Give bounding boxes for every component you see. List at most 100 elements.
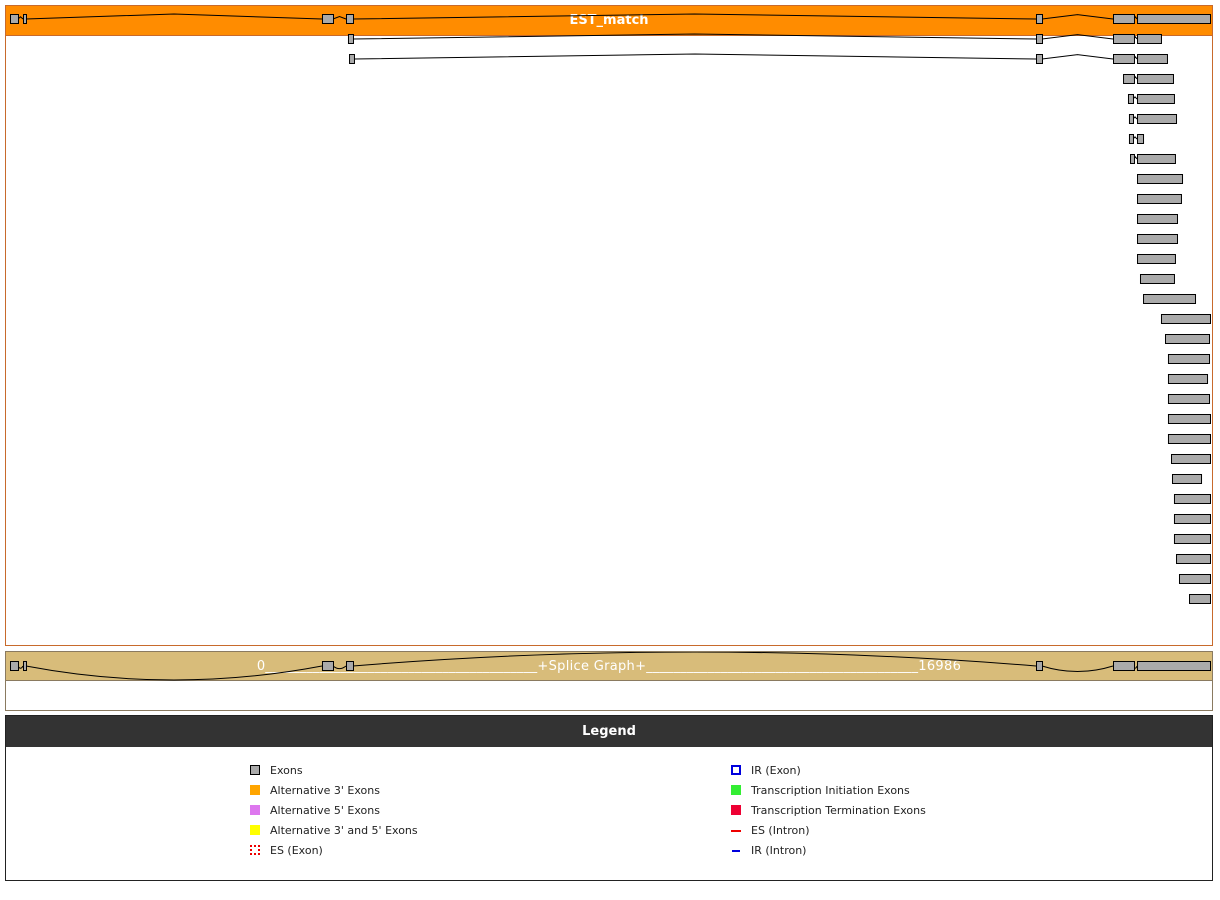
intron-line bbox=[1041, 14, 1114, 20]
legend-label: IR (Exon) bbox=[751, 764, 801, 777]
est-track bbox=[1143, 294, 1197, 304]
legend-label: Exons bbox=[270, 764, 303, 777]
exon bbox=[1171, 454, 1211, 464]
est-track bbox=[1137, 234, 1179, 244]
exon bbox=[1137, 234, 1179, 244]
exon bbox=[1113, 34, 1135, 44]
est-track bbox=[1137, 254, 1176, 264]
exon bbox=[1035, 14, 1044, 24]
est-track bbox=[1130, 154, 1176, 164]
legend-header: Legend bbox=[6, 716, 1212, 747]
est-track bbox=[349, 53, 1168, 64]
intron-line bbox=[332, 16, 347, 20]
exon bbox=[1137, 194, 1182, 204]
splice-junction-arc bbox=[352, 652, 1037, 667]
legend-label: ES (Exon) bbox=[270, 844, 323, 857]
intron-line bbox=[1041, 34, 1114, 40]
splice-junction-arc bbox=[25, 665, 323, 681]
exon bbox=[1137, 54, 1168, 64]
est-track bbox=[1167, 434, 1211, 444]
exon bbox=[347, 34, 354, 44]
exon bbox=[1035, 661, 1044, 671]
est-track bbox=[1164, 334, 1211, 344]
est-track bbox=[1176, 554, 1211, 564]
est-track bbox=[1137, 194, 1182, 204]
est-track bbox=[1171, 474, 1203, 484]
exon bbox=[1167, 374, 1209, 384]
exon bbox=[1137, 661, 1211, 671]
splice-junction-arc bbox=[1041, 665, 1114, 672]
exon bbox=[1167, 434, 1211, 444]
exon bbox=[1137, 174, 1184, 184]
est-track bbox=[1173, 534, 1212, 544]
est-track bbox=[1173, 514, 1212, 524]
splice-graph-header: 0_______________________________________… bbox=[6, 652, 1212, 681]
red-dashed-square-icon bbox=[250, 845, 260, 855]
exon bbox=[1178, 574, 1211, 584]
est-track bbox=[1178, 574, 1211, 584]
exon bbox=[1130, 154, 1135, 164]
est-track bbox=[1123, 74, 1174, 84]
legend-label: Transcription Initiation Exons bbox=[751, 784, 910, 797]
est-track bbox=[1173, 494, 1212, 504]
est-track bbox=[347, 33, 1162, 44]
splice-graph bbox=[10, 652, 1211, 681]
exon bbox=[1137, 254, 1176, 264]
est-track bbox=[1160, 314, 1212, 324]
gray-square-icon bbox=[250, 765, 260, 775]
est-track bbox=[1189, 594, 1212, 604]
est-track bbox=[1127, 94, 1175, 104]
exon bbox=[1173, 494, 1212, 504]
exon bbox=[1137, 154, 1176, 164]
exon bbox=[1113, 661, 1135, 671]
exon bbox=[1128, 114, 1134, 124]
est-track bbox=[1128, 134, 1145, 144]
est-track bbox=[1137, 174, 1184, 184]
exon bbox=[1173, 514, 1212, 524]
exon bbox=[1164, 334, 1211, 344]
legend-panel: Legend Exons Alternative 3' Exons Alternat… bbox=[5, 715, 1213, 881]
est-match-panel: EST_match bbox=[5, 5, 1213, 646]
intron-line bbox=[25, 13, 322, 20]
est-track bbox=[1128, 114, 1178, 124]
green-square-icon bbox=[731, 785, 741, 795]
exon bbox=[345, 14, 354, 24]
legend-label: Alternative 5' Exons bbox=[270, 804, 380, 817]
exon bbox=[1035, 54, 1044, 64]
orange-square-icon bbox=[250, 785, 260, 795]
splice-graph-panel: 0_______________________________________… bbox=[5, 651, 1213, 711]
exon bbox=[1189, 594, 1212, 604]
exon bbox=[1137, 214, 1179, 224]
exon bbox=[10, 14, 19, 24]
exon bbox=[321, 14, 334, 24]
intron-line bbox=[1041, 54, 1114, 60]
splice-junction-arc bbox=[332, 665, 347, 670]
est-track bbox=[1167, 374, 1209, 384]
exon bbox=[349, 54, 355, 64]
exon bbox=[1176, 554, 1211, 564]
exon bbox=[1137, 134, 1145, 144]
exon bbox=[1139, 274, 1175, 284]
red-square-icon bbox=[731, 805, 741, 815]
legend-label: IR (Intron) bbox=[751, 844, 807, 857]
exon bbox=[1167, 414, 1211, 424]
violet-square-icon bbox=[250, 805, 260, 815]
blue-line-icon bbox=[732, 850, 740, 852]
exon bbox=[1160, 314, 1212, 324]
exon bbox=[1171, 474, 1203, 484]
intron-line bbox=[353, 53, 1037, 60]
legend-label: Alternative 3' and 5' Exons bbox=[270, 824, 418, 837]
legend-label: ES (Intron) bbox=[751, 824, 810, 837]
est-track bbox=[1167, 414, 1211, 424]
exon bbox=[1137, 74, 1174, 84]
est-track bbox=[1137, 214, 1179, 224]
yellow-square-icon bbox=[250, 825, 260, 835]
red-dashed-line-icon bbox=[731, 830, 741, 832]
legend-label: Alternative 3' Exons bbox=[270, 784, 380, 797]
exon bbox=[1127, 94, 1134, 104]
exon bbox=[22, 661, 27, 671]
exon bbox=[1173, 534, 1212, 544]
blue-outline-square-icon bbox=[731, 765, 741, 775]
exon bbox=[1128, 134, 1134, 144]
exon bbox=[1167, 394, 1211, 404]
